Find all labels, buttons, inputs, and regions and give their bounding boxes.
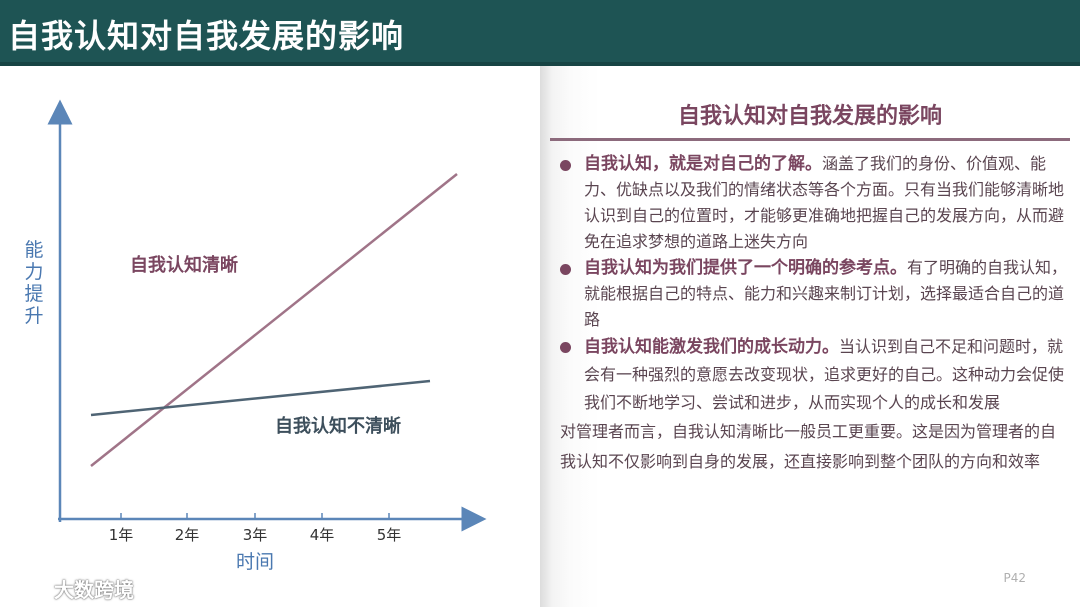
watermark-text: 大数跨境 [54, 578, 134, 602]
bullet-body: 有了明确的自我认知，就能根据自己的特点、能力和兴趣来制订计划，选择最适合自己的道… [584, 258, 1068, 329]
header-divider [0, 62, 1080, 66]
bullet-dot-icon [560, 160, 571, 171]
clear-line-label: 自我认知清晰 [130, 254, 238, 276]
panel-divider [550, 138, 1070, 141]
text-panel: 自我认知对自我发展的影响 自我认知，就是对自己的了解。涵盖了我们的身份、价值观、… [540, 66, 1080, 607]
bullet-item: 自我认知为我们提供了一个明确的参考点。有了明确的自我认知，就能根据自己的特点、能… [560, 255, 1070, 333]
header-bar: 自我认知对自我发展的影响 [0, 0, 1080, 66]
panel-title: 自我认知对自我发展的影响 [677, 104, 942, 129]
unclear-awareness-line [90, 379, 431, 417]
bullet-item: 自我认知，就是对自己的了解。涵盖了我们的身份、价值观、能力、优缺点以及我们的情绪… [560, 151, 1070, 255]
page-number: P42 [1003, 571, 1026, 585]
panel-content: 自我认知，就是对自己的了解。涵盖了我们的身份、价值观、能力、优缺点以及我们的情绪… [560, 151, 1070, 477]
x-tick-label: 4年 [310, 526, 335, 544]
bullet-item: 自我认知能激发我们的成长动力。当认识到自己不足和问题时，就会有一种强烈的意愿去改… [560, 333, 1070, 417]
bullet-heading: 自我认知，就是对自己的了解。 [584, 154, 822, 174]
bullet-heading: 自我认知能激发我们的成长动力。 [584, 337, 839, 357]
y-axis-title-char: 力 [24, 261, 43, 283]
y-axis-title-char: 能 [24, 239, 43, 261]
bullet-body: 当认识到自己不足和问题时，就会有一种强烈的意愿去改变现状，追求更好的自己。这种动… [584, 337, 1065, 412]
y-axis-title: 能力提升 [24, 239, 43, 327]
x-tick-label: 5年 [377, 526, 402, 544]
y-axis-title-char: 升 [24, 305, 43, 327]
x-axis-title: 时间 [236, 551, 274, 573]
bullet-heading: 自我认知为我们提供了一个明确的参考点。 [584, 258, 907, 278]
clear-awareness-line [90, 173, 458, 467]
diagram-area: 1年 2年 3年 4年 5年 时间 能力提升 自我认知清晰 自我认知不清晰 [0, 66, 540, 607]
bullet-dot-icon [560, 264, 571, 275]
page-title: 自我认知对自我发展的影响 [8, 17, 405, 55]
growth-diagram: 1年 2年 3年 4年 5年 时间 能力提升 自我认知清晰 自我认知不清晰 [24, 99, 487, 573]
unclear-line-label: 自我认知不清晰 [275, 415, 401, 437]
watermark-logo-icon [10, 581, 48, 599]
x-tick-label: 3年 [243, 526, 268, 544]
y-axis-title-char: 提 [24, 283, 43, 305]
closing-paragraph: 对管理者而言，自我认知清晰比一般员工更重要。这是因为管理者的自我认知不仅影响到自… [560, 422, 1057, 471]
x-tick-label: 1年 [109, 526, 134, 544]
bullet-body: 涵盖了我们的身份、价值观、能力、优缺点以及我们的情绪状态等各个方面。只有当我们能… [584, 154, 1065, 251]
watermark: 大数跨境 [10, 574, 134, 603]
x-tick-label: 2年 [175, 526, 200, 544]
bullet-dot-icon [560, 342, 571, 353]
